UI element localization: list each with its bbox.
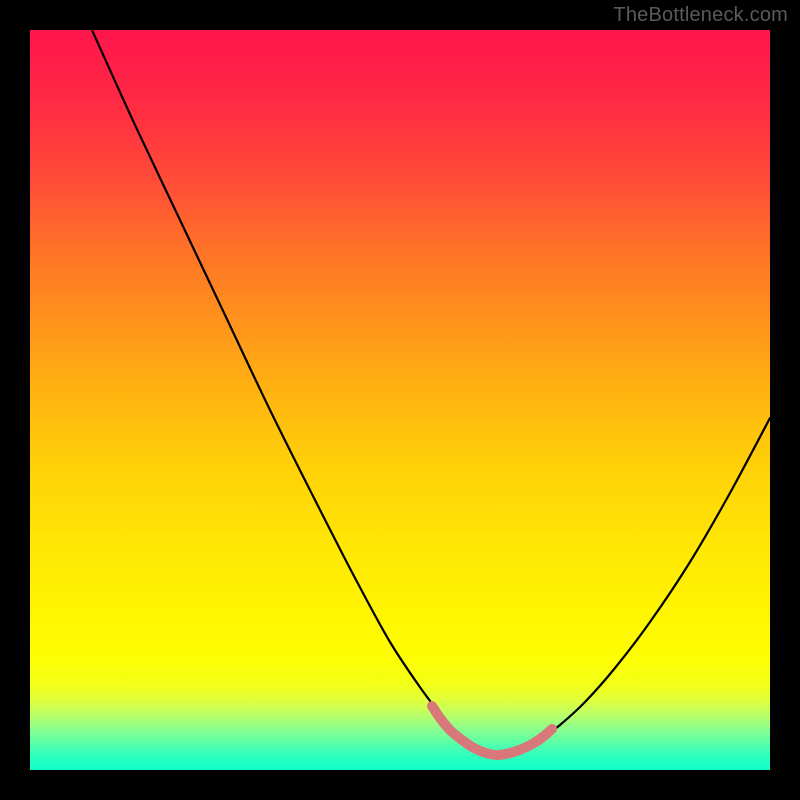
bottleneck-curve-chart	[30, 30, 770, 770]
plot-area	[30, 30, 770, 770]
watermark-text: TheBottleneck.com	[613, 4, 788, 27]
chart-frame: TheBottleneck.com	[0, 0, 800, 800]
